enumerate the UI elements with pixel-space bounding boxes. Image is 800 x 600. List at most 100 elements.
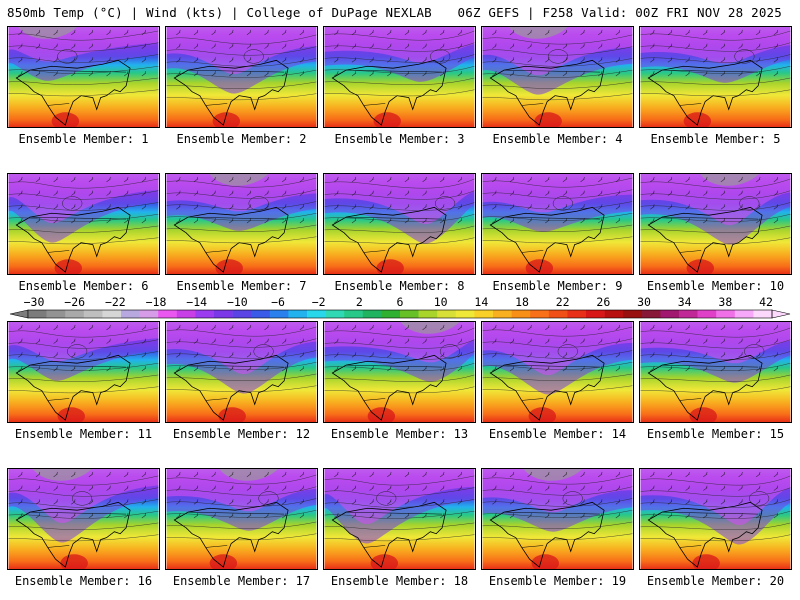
panel-caption: Ensemble Member: 20 [646, 574, 785, 588]
panel-caption: Ensemble Member: 8 [334, 279, 465, 293]
colorbar-tick-label: 22 [555, 295, 570, 309]
panel-caption: Ensemble Member: 17 [172, 574, 311, 588]
panel-caption: Ensemble Member: 9 [492, 279, 623, 293]
ensemble-panel: Ensemble Member: 1 [7, 26, 160, 146]
panel-caption: Ensemble Member: 18 [330, 574, 469, 588]
temperature-map [7, 26, 160, 128]
temperature-map [639, 468, 792, 570]
panel-caption: Ensemble Member: 15 [646, 427, 785, 441]
ensemble-panel: Ensemble Member: 14 [481, 321, 634, 441]
colorbar-swatch [195, 310, 215, 318]
panel-caption: Ensemble Member: 4 [492, 132, 623, 146]
colorbar-swatch [530, 310, 550, 318]
panel-caption: Ensemble Member: 5 [650, 132, 781, 146]
colorbar-swatch [641, 310, 661, 318]
colorbar-swatch [455, 310, 475, 318]
panel-caption: Ensemble Member: 13 [330, 427, 469, 441]
ensemble-panel: Ensemble Member: 18 [323, 468, 476, 588]
colorbar-swatch [344, 310, 364, 318]
ensemble-panel: Ensemble Member: 6 [7, 173, 160, 293]
colorbar-swatch [102, 310, 122, 318]
colorbar-swatch [716, 310, 736, 318]
temperature-map [639, 321, 792, 423]
temperature-map [481, 468, 634, 570]
ensemble-panel: Ensemble Member: 20 [639, 468, 792, 588]
panel-caption: Ensemble Member: 10 [646, 279, 785, 293]
colorbar-tick-label: 2 [355, 295, 363, 309]
colorbar-swatches [9, 309, 791, 319]
temperature-map [323, 468, 476, 570]
colorbar-swatch [325, 310, 345, 318]
colorbar-swatch [121, 310, 140, 318]
colorbar-swatch [28, 310, 47, 318]
header-run-info: 06Z GEFS | F258 Valid: 00Z FRI NOV 28 20… [457, 5, 782, 20]
header-title: 850mb Temp (°C) | Wind (kts) | College o… [7, 5, 432, 20]
colorbar-swatch [623, 310, 643, 318]
colorbar-swatch [548, 310, 568, 318]
colorbar-swatch [474, 310, 494, 318]
temperature-map [165, 26, 318, 128]
colorbar-swatch [697, 310, 717, 318]
ensemble-panel: Ensemble Member: 16 [7, 468, 160, 588]
colorbar-swatch [362, 310, 382, 318]
ensemble-panel: Ensemble Member: 12 [165, 321, 318, 441]
colorbar-swatch [232, 310, 252, 318]
colorbar-tick-label: −2 [311, 295, 326, 309]
colorbar-swatch [604, 310, 624, 318]
panel-caption: Ensemble Member: 11 [14, 427, 153, 441]
temperature-map [7, 468, 160, 570]
temperature-map [323, 321, 476, 423]
temperature-map [165, 321, 318, 423]
colorbar-swatch [214, 310, 233, 318]
temperature-map [481, 321, 634, 423]
colorbar-swatch [176, 310, 196, 318]
ensemble-panel: Ensemble Member: 11 [7, 321, 160, 441]
panel-caption: Ensemble Member: 3 [334, 132, 465, 146]
colorbar-tick-label: −26 [64, 295, 86, 309]
colorbar-tick-label: 42 [759, 295, 773, 309]
colorbar-frame [27, 309, 773, 319]
panel-caption: Ensemble Member: 16 [14, 574, 153, 588]
colorbar-tick-label: 26 [596, 295, 611, 309]
colorbar-swatch [83, 310, 103, 318]
temperature-map [481, 173, 634, 275]
colorbar-tick-label: 14 [474, 295, 489, 309]
colorbar-swatch [400, 310, 419, 318]
colorbar-tick-label: 6 [396, 295, 404, 309]
colorbar-tick-label: −30 [23, 295, 45, 309]
ensemble-panel: Ensemble Member: 7 [165, 173, 318, 293]
colorbar-swatch [753, 310, 773, 318]
ensemble-panel: Ensemble Member: 10 [639, 173, 792, 293]
temperature-map [639, 26, 792, 128]
colorbar-swatch [679, 310, 698, 318]
colorbar-swatch [307, 310, 326, 318]
colorbar-left-arrow [9, 309, 29, 319]
colorbar-swatch [734, 310, 754, 318]
colorbar-tick-label: −6 [271, 295, 285, 309]
colorbar-right-arrow [771, 309, 791, 319]
colorbar-tick-label: 34 [677, 295, 692, 309]
panel-caption: Ensemble Member: 12 [172, 427, 311, 441]
panel-caption: Ensemble Member: 2 [176, 132, 307, 146]
colorbar-swatch [567, 310, 587, 318]
ensemble-panel: Ensemble Member: 2 [165, 26, 318, 146]
ensemble-panel: Ensemble Member: 3 [323, 26, 476, 146]
colorbar-swatch [586, 310, 605, 318]
ensemble-panel: Ensemble Member: 15 [639, 321, 792, 441]
ensemble-panel: Ensemble Member: 4 [481, 26, 634, 146]
colorbar-tick-label: −18 [145, 295, 167, 309]
panel-caption: Ensemble Member: 7 [176, 279, 307, 293]
colorbar-swatch [139, 310, 159, 318]
colorbar-tick-label: −10 [226, 295, 248, 309]
ensemble-panel: Ensemble Member: 8 [323, 173, 476, 293]
colorbar-swatch [493, 310, 512, 318]
temperature-map [639, 173, 792, 275]
temperature-map [7, 321, 160, 423]
colorbar-tick-label: −22 [104, 295, 126, 309]
colorbar-tick-label: −14 [186, 295, 208, 309]
temperature-map [165, 468, 318, 570]
temperature-map [481, 26, 634, 128]
panel-caption: Ensemble Member: 1 [18, 132, 149, 146]
ensemble-panel: Ensemble Member: 13 [323, 321, 476, 441]
ensemble-panel: Ensemble Member: 17 [165, 468, 318, 588]
